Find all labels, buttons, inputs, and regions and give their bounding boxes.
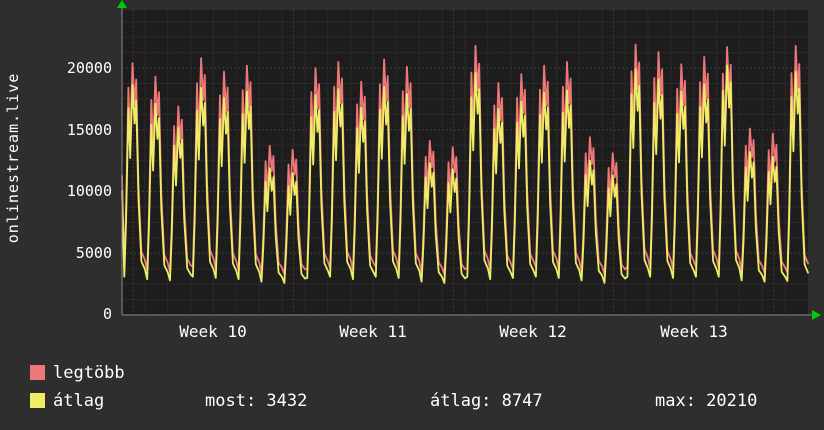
legend-label-legtobb: legtöbb <box>53 363 125 383</box>
y-tick-label-0: 0 <box>102 305 112 323</box>
y-axis-arrow-icon <box>117 0 127 8</box>
legend-swatch-legtobb <box>30 365 45 380</box>
legend-label-atlag: átlag <box>53 391 105 411</box>
y-axis-title: onlinestream.live <box>4 72 22 244</box>
y-tick-label-15000: 15000 <box>66 121 112 139</box>
x-tick-label-week10: Week 10 <box>179 322 247 341</box>
stat-most: most: 3432 <box>205 391 308 411</box>
y-tick-label-20000: 20000 <box>66 59 112 77</box>
series-line-0 <box>121 43 809 276</box>
y-tick-label-10000: 10000 <box>66 182 112 200</box>
y-tick-label-5000: 5000 <box>75 244 112 262</box>
stat-max: max: 20210 <box>655 391 758 411</box>
series-line-1 <box>121 64 809 284</box>
x-tick-label-week12: Week 12 <box>499 322 567 341</box>
x-axis-arrow-icon <box>812 310 821 320</box>
legend-swatch-atlag <box>30 393 45 408</box>
x-tick-label-week11: Week 11 <box>339 322 407 341</box>
stat-atlag: átlag: 8747 <box>430 391 543 411</box>
x-tick-label-week13: Week 13 <box>660 322 728 341</box>
